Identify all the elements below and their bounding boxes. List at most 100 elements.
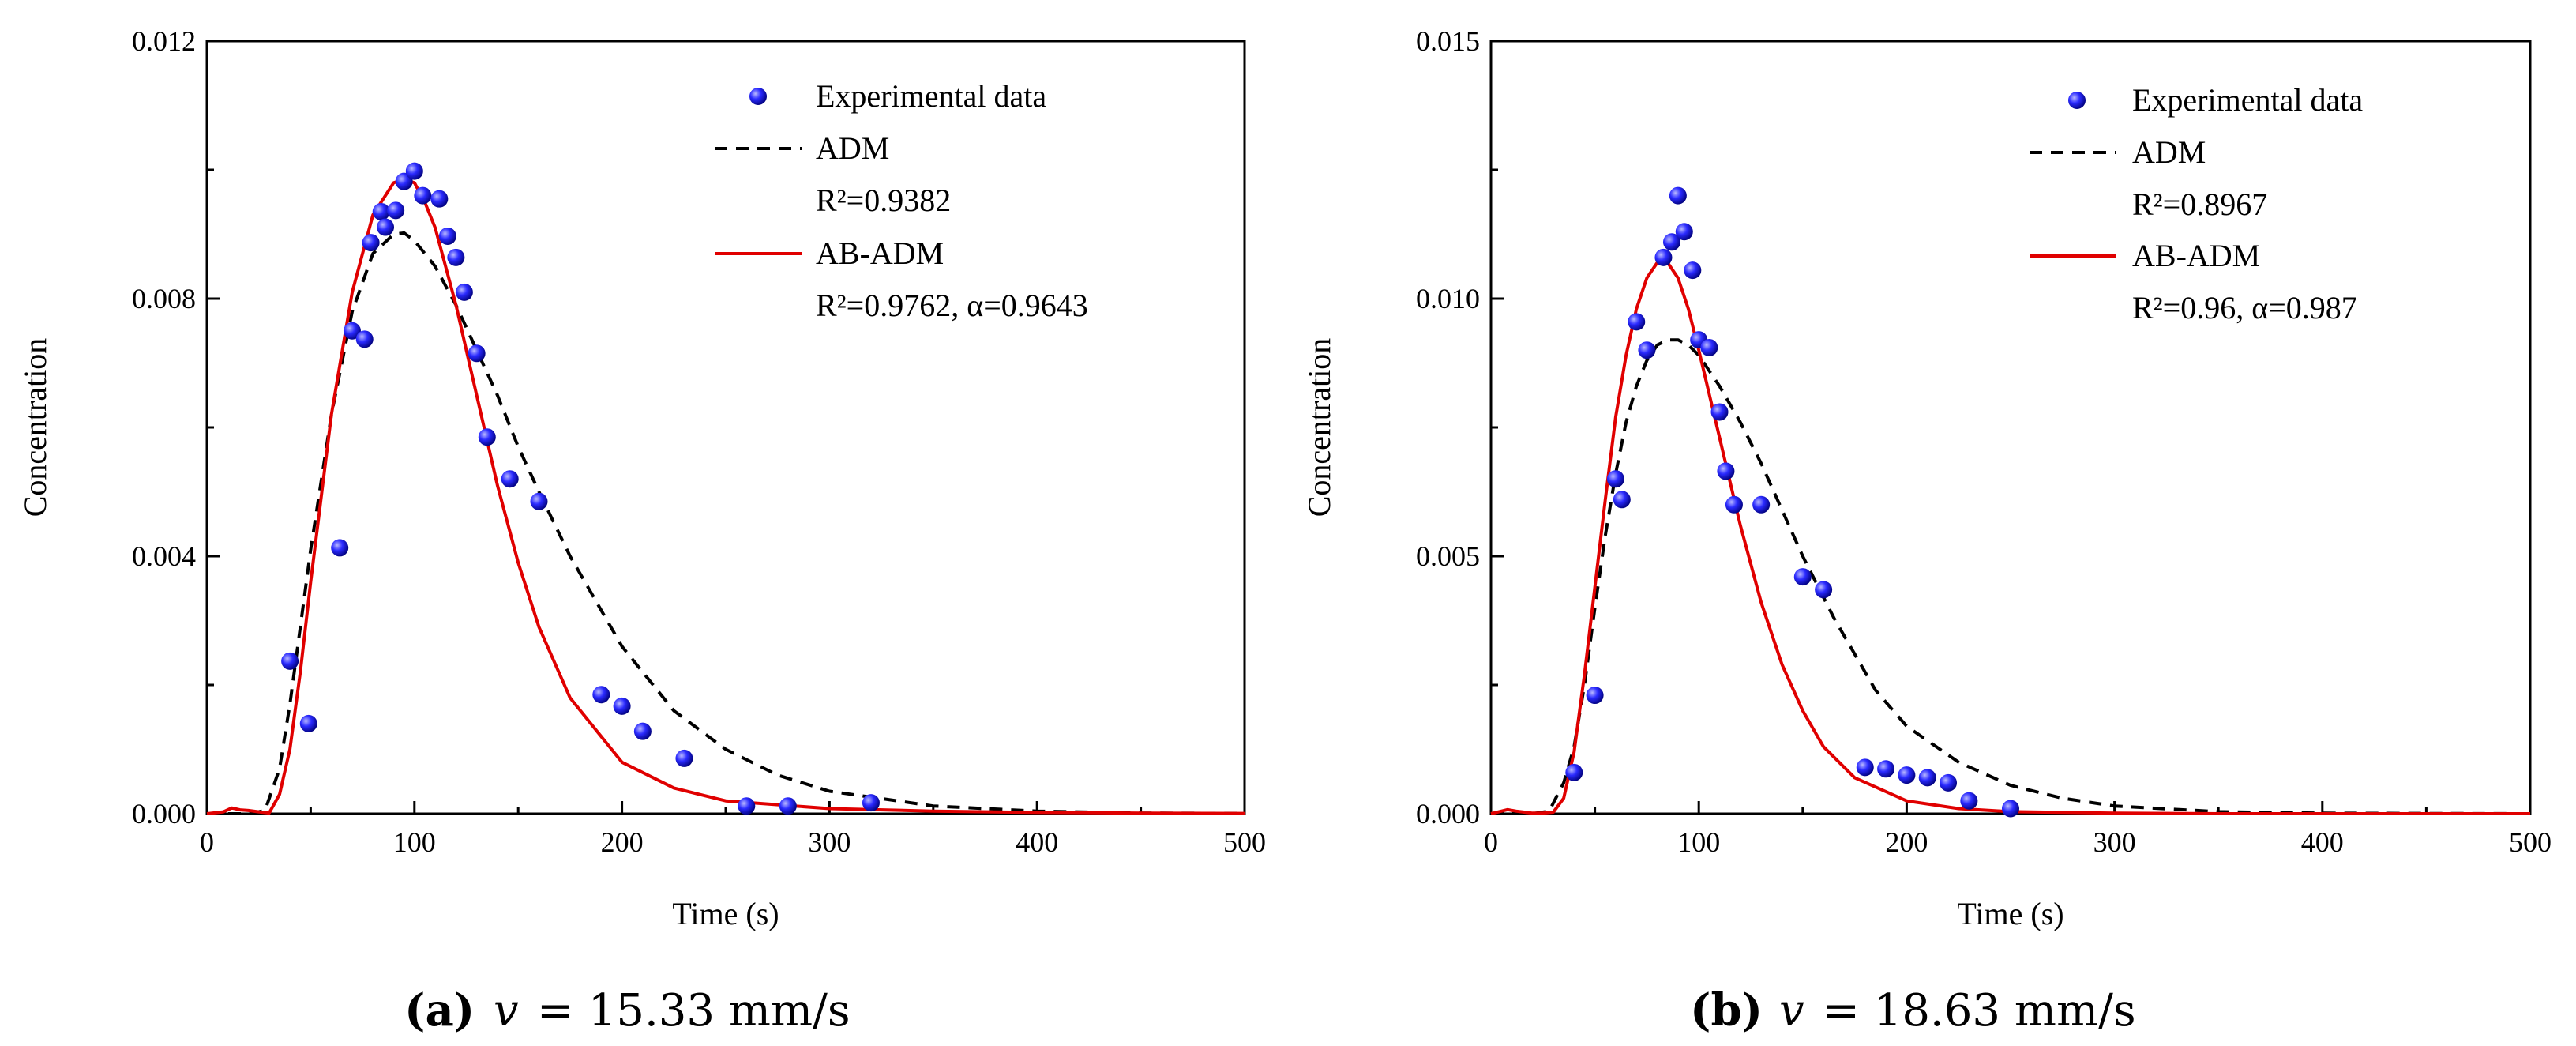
data-point [387,201,405,220]
data-point [1725,495,1743,514]
data-point [405,162,423,180]
legend-adm-r2: R²=0.8967 [2132,186,2267,222]
data-point [1675,223,1693,241]
data-point [530,492,548,510]
x-tick-label: 400 [1016,826,1058,858]
y-tick-label: 0.010 [1416,283,1480,314]
legend: Experimental data ADM R²=0.8967 AB-ADM R… [2030,82,2363,325]
data-point [738,797,756,815]
data-point [1710,403,1729,421]
data-point [1654,248,1673,266]
data-point [377,218,395,236]
legend-label-experimental: Experimental data [816,78,1046,114]
y-tick-label: 0.004 [132,540,196,572]
data-point [1898,766,1916,784]
data-point [613,697,631,715]
data-point [1793,568,1812,586]
tick-labels: 0 100 200 300 400 500 0.000 0.005 0.010 0.015 [1416,25,2552,858]
tick-labels: 0 100 200 300 400 500 0.000 0.004 0.008 0.012 [132,25,1266,858]
y-tick-label: 0.000 [1416,798,1480,830]
data-point [362,234,380,252]
data-point [430,190,449,208]
caption-value: = 15.33 mm/s [537,985,851,1037]
data-point [1856,758,1874,777]
caption-variable: v [494,985,519,1037]
legend-abadm-stats: R²=0.9762, α=0.9643 [816,288,1088,323]
legend: Experimental data ADM R²=0.9382 AB-ADM R… [715,78,1088,323]
x-tick-label: 0 [200,826,214,858]
data-point [779,797,797,815]
data-point [1606,470,1624,488]
y-axis-title: Concentration [1301,338,1337,517]
abadm-line [206,178,1245,815]
fit-lines [206,178,1245,815]
x-tick-label: 100 [393,826,436,858]
x-tick-label: 200 [1885,826,1928,858]
adm-line [1491,338,2531,815]
data-point [1918,769,1936,787]
chart-b: 0 100 200 300 400 500 0.000 0.005 0.010 0.015 Tim… [1301,25,2552,1037]
tick-marks [1489,40,2532,815]
data-point [1877,760,1895,778]
x-axis-title: Time (s) [1957,896,2063,931]
caption-variable: v [1779,985,1804,1037]
data-point [438,227,456,245]
caption-label: (b) [1690,984,1763,1037]
caption-label: (a) [404,984,475,1037]
x-tick-label: 300 [808,826,851,858]
x-axis-title: Time (s) [672,896,779,931]
x-tick-label: 500 [2509,826,2552,858]
y-tick-label: 0.015 [1416,25,1480,57]
data-point [455,283,473,301]
data-point [1752,495,1771,514]
y-tick-label: 0.005 [1416,540,1480,572]
data-point [1662,233,1680,251]
data-points [281,162,880,815]
legend-label-experimental: Experimental data [2132,82,2363,118]
data-point [1669,186,1687,205]
data-point [1700,338,1718,356]
data-point [1586,687,1604,705]
caption-value: = 18.63 mm/s [1823,985,2136,1037]
plot-frame [205,40,1246,815]
data-point [331,539,349,557]
data-point [447,248,465,266]
data-point [1613,491,1631,509]
data-point [592,686,610,704]
data-point [1815,581,1833,599]
data-point [299,714,317,732]
legend-abadm-stats: R²=0.96, α=0.987 [2132,290,2357,325]
legend-label-abadm: AB-ADM [816,235,944,271]
x-tick-label: 200 [601,826,644,858]
y-axis-title: Concentration [17,338,53,517]
tick-marks [205,40,1246,815]
legend-label-adm: ADM [2132,134,2206,170]
y-tick-label: 0.008 [132,283,196,314]
data-point [281,652,299,670]
data-point [468,344,486,363]
data-point [478,428,496,446]
legend-marker-experimental [749,88,767,105]
data-point [633,722,652,740]
data-point [501,470,519,488]
data-point [1960,792,1978,810]
y-tick-label: 0.012 [132,25,196,57]
y-tick-label: 0.000 [132,798,196,830]
chart-a: 0 100 200 300 400 500 0.000 0.004 0.008 0.012 Tim… [17,25,1266,1037]
x-tick-label: 500 [1223,826,1266,858]
data-point [1628,313,1646,331]
data-point [414,186,432,205]
data-point [343,322,361,340]
x-tick-label: 400 [2301,826,2344,858]
caption-a: (a) v = 15.33 mm/s [404,984,851,1037]
adm-line [207,231,1245,815]
data-points [1565,186,2019,818]
x-tick-label: 0 [1484,826,1498,858]
legend-label-adm: ADM [816,130,889,166]
data-point [862,794,880,812]
data-point [1638,341,1656,359]
data-point [1684,262,1702,280]
legend-label-abadm: AB-ADM [2132,238,2260,273]
legend-marker-experimental [2068,92,2086,109]
